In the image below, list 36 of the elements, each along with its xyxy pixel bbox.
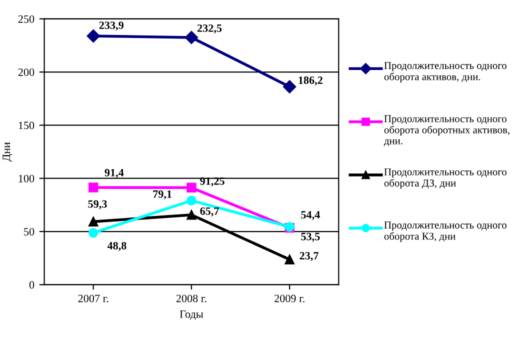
data-label: 53,5 xyxy=(301,232,320,242)
y-tick-label: 50 xyxy=(24,228,34,236)
data-label: 79,1 xyxy=(153,190,172,200)
legend-label: Продолжительность одного оборота ДЗ, дни xyxy=(384,168,506,189)
y-tick-label: 0 xyxy=(29,281,34,289)
y-tick-label: 100 xyxy=(18,174,34,182)
point xyxy=(283,80,296,94)
data-label: 48,8 xyxy=(107,242,126,252)
y-tick-label: 150 xyxy=(18,122,34,130)
data-label: 65,7 xyxy=(200,207,219,216)
data-label: 232,5 xyxy=(197,24,222,34)
data-label: 59,3 xyxy=(88,200,107,210)
point xyxy=(284,254,294,264)
x-axis-title: Годы xyxy=(180,310,204,320)
x-tick-label: 2008 г. xyxy=(176,294,206,302)
y-tick-label: 250 xyxy=(18,15,34,23)
data-label: 186,2 xyxy=(298,76,322,86)
x-tick-label: 2007 г. xyxy=(78,294,108,302)
point xyxy=(184,30,198,44)
point xyxy=(88,228,98,238)
data-label: 23,7 xyxy=(300,252,318,262)
legend-label: Продолжительность одного оборота КЗ, дни xyxy=(384,222,506,242)
data-label: 54,4 xyxy=(301,211,320,220)
point xyxy=(186,196,196,206)
data-label: 233,9 xyxy=(99,22,124,31)
legend-label: Продолжительность одного оборота активов, дни. xyxy=(384,62,506,82)
point xyxy=(86,29,100,43)
y-tick-label: 200 xyxy=(18,68,34,76)
point xyxy=(186,210,196,220)
x-tick-label: 2009 г. xyxy=(274,294,304,302)
point xyxy=(88,182,98,192)
y-axis-title: Дни xyxy=(2,142,12,162)
legend-label: Продолжительность одного оборота оборотных активов, дни. xyxy=(384,115,510,146)
point xyxy=(88,216,98,226)
data-label: 91,4 xyxy=(104,168,124,178)
point xyxy=(186,182,196,193)
